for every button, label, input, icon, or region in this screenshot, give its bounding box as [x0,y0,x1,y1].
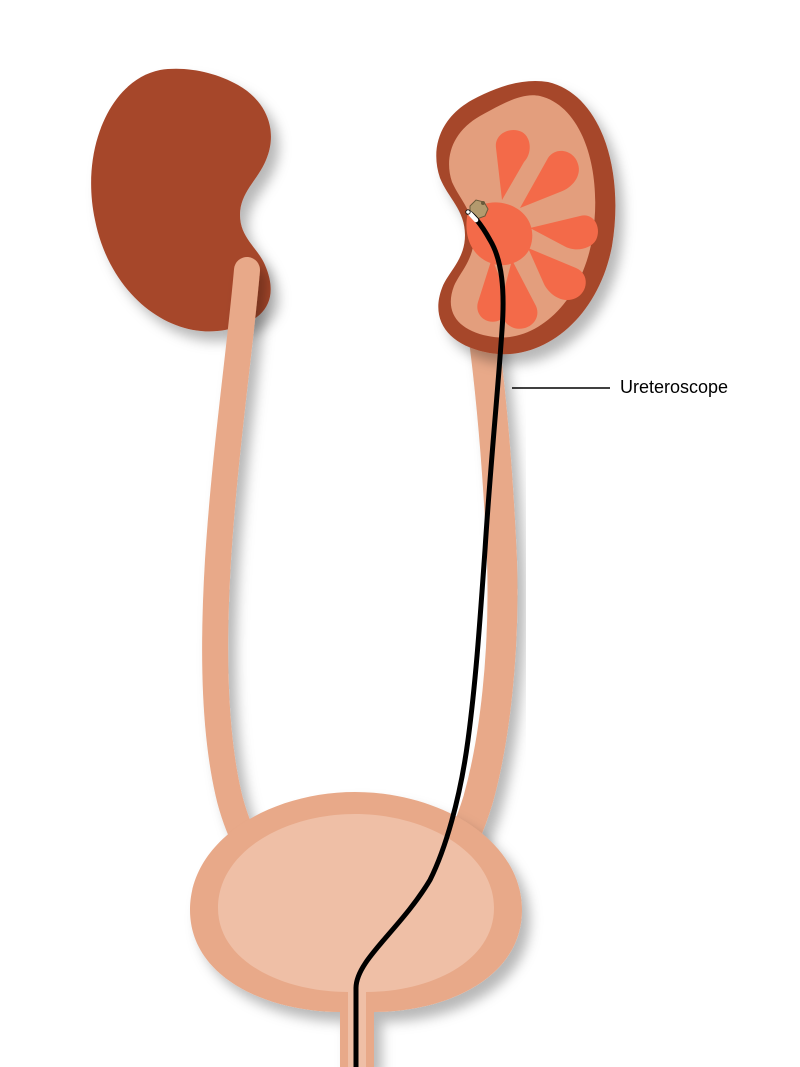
urinary-system-diagram: Ureteroscope [0,0,800,1067]
right-ureter [425,310,503,892]
ureteroscope-label: Ureteroscope [620,377,728,397]
right-kidney [436,81,615,354]
